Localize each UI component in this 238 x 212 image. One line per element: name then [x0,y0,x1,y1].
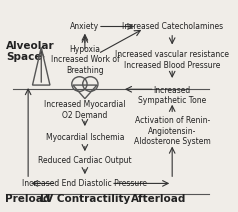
Text: Activation of Renin-
Angiotensin-
Aldosterone System: Activation of Renin- Angiotensin- Aldost… [134,116,211,146]
Text: Alveolar
Space: Alveolar Space [6,41,55,62]
Text: Increased Catecholamines: Increased Catecholamines [122,22,223,31]
Text: Increased End Diastolic Pressure: Increased End Diastolic Pressure [22,179,147,188]
Text: Increased
Sympathetic Tone: Increased Sympathetic Tone [138,86,206,105]
Text: Increased Myocardial
O2 Demand: Increased Myocardial O2 Demand [44,100,126,120]
Text: Afterload: Afterload [131,194,187,204]
Text: Reduced Cardiac Output: Reduced Cardiac Output [38,156,132,165]
Text: LV Contractility: LV Contractility [40,194,130,204]
Text: Myocardial Ischemia: Myocardial Ischemia [46,133,124,142]
Text: Preload: Preload [5,194,51,204]
Text: Hypoxia
Increased Work of
Breathing: Hypoxia Increased Work of Breathing [50,45,119,75]
Text: Increased vascular resistance
Increased Blood Pressure: Increased vascular resistance Increased … [115,50,229,70]
Text: Anxiety: Anxiety [70,22,99,31]
